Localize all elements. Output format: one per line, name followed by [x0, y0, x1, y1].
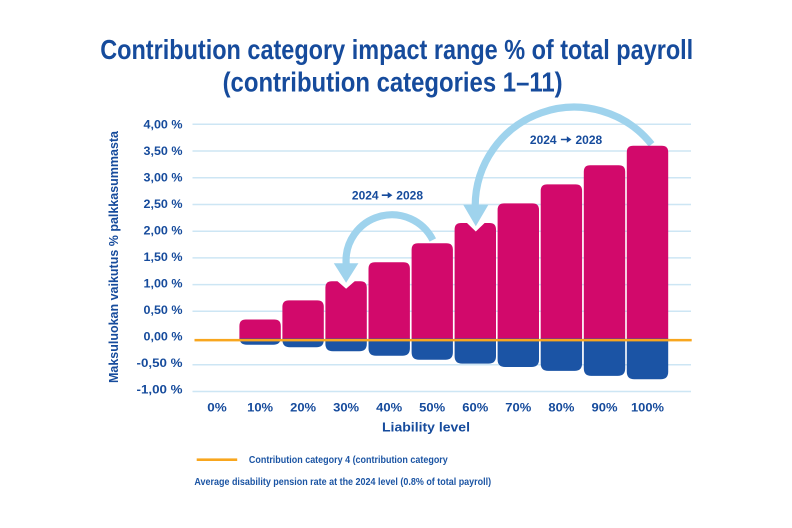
- svg-text:2,00 %: 2,00 %: [144, 225, 183, 237]
- svg-text:70%: 70%: [505, 403, 531, 415]
- svg-text:2024: 2024: [352, 188, 379, 202]
- svg-text:3,50 %: 3,50 %: [144, 146, 183, 158]
- svg-text:0,00 %: 0,00 %: [144, 331, 183, 343]
- svg-text:3,00 %: 3,00 %: [144, 172, 183, 184]
- svg-text:90%: 90%: [592, 403, 618, 415]
- svg-text:4,00 %: 4,00 %: [144, 119, 183, 131]
- svg-text:Contribution category impact r: Contribution category impact range % of …: [100, 34, 693, 65]
- svg-text:50%: 50%: [419, 403, 445, 415]
- svg-text:Maksuluokan vaikutus % palkkas: Maksuluokan vaikutus % palkkasummasta: [106, 130, 121, 383]
- svg-text:0,50 %: 0,50 %: [144, 305, 183, 317]
- svg-text:100%: 100%: [631, 403, 664, 415]
- svg-text:20%: 20%: [290, 403, 316, 415]
- svg-text:2028: 2028: [576, 133, 603, 147]
- svg-text:2,50 %: 2,50 %: [144, 199, 183, 211]
- svg-text:Liability level: Liability level: [382, 420, 470, 435]
- svg-text:10%: 10%: [247, 403, 273, 415]
- svg-text:-1,00 %: -1,00 %: [137, 384, 183, 396]
- svg-text:-0,50 %: -0,50 %: [137, 358, 183, 370]
- svg-text:40%: 40%: [376, 403, 402, 415]
- svg-text:1,00 %: 1,00 %: [144, 278, 183, 290]
- svg-text:Contribution category 4 (contr: Contribution category 4 (contribution ca…: [249, 455, 448, 466]
- svg-text:80%: 80%: [548, 403, 574, 415]
- svg-text:1,50 %: 1,50 %: [144, 252, 183, 264]
- svg-text:(contribution categories 1–11): (contribution categories 1–11): [223, 67, 563, 98]
- svg-text:Average disability pension rat: Average disability pension rate at the 2…: [194, 477, 491, 488]
- svg-text:60%: 60%: [462, 403, 488, 415]
- svg-text:2024: 2024: [530, 133, 557, 147]
- svg-text:0%: 0%: [207, 403, 227, 415]
- svg-text:30%: 30%: [333, 403, 359, 415]
- svg-text:2028: 2028: [396, 188, 423, 202]
